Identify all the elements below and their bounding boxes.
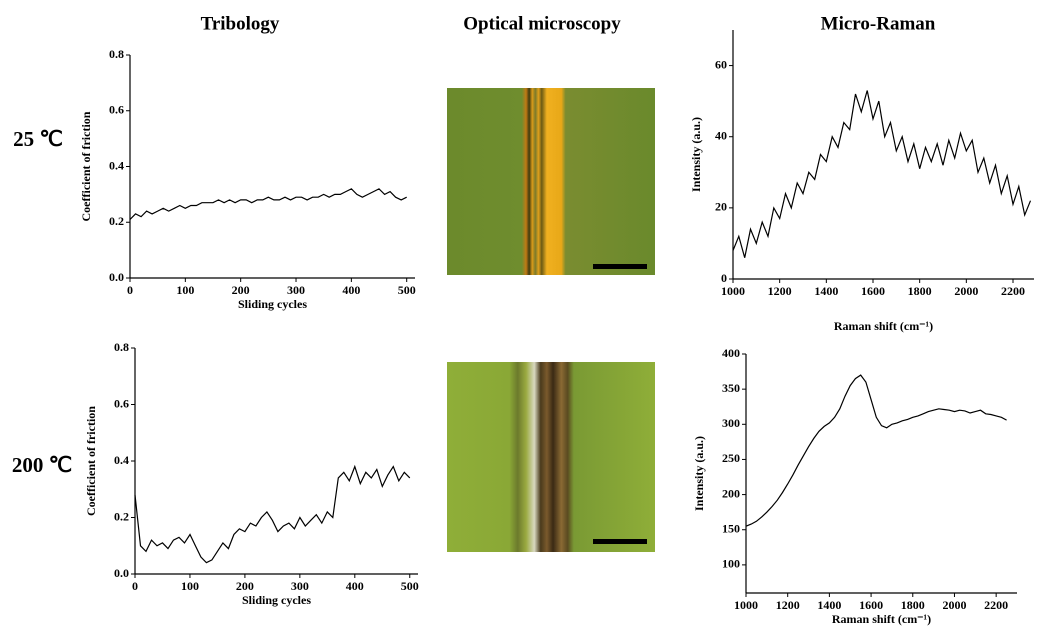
y-tick-label: 40: [715, 128, 727, 142]
x-tick-label: 2200: [1001, 284, 1025, 298]
y-tick-label: 0: [721, 271, 727, 285]
x-tick-label: 2000: [954, 284, 978, 298]
x-tick-label: 0: [127, 283, 133, 297]
x-tick-label: 2000: [942, 598, 966, 612]
x-tick-label: 1400: [814, 284, 838, 298]
x-tick-label: 200: [236, 579, 254, 593]
y-tick-label: 300: [722, 416, 740, 430]
x-tick-label: 0: [132, 579, 138, 593]
x-axis-label: Sliding cycles: [238, 297, 307, 311]
micrograph-25: [447, 88, 655, 275]
x-tick-label: 1800: [908, 284, 932, 298]
y-tick-label: 20: [715, 200, 727, 214]
y-axis-label: Intensity (a.u.): [689, 117, 703, 192]
y-tick-label: 0.4: [109, 158, 124, 172]
column-header: Optical microscopy: [463, 13, 621, 34]
y-tick-label: 100: [722, 557, 740, 571]
y-tick-label: 200: [722, 486, 740, 500]
scale-bar: [593, 539, 647, 544]
micrograph-200: [447, 362, 655, 552]
data-line: [129, 188, 407, 220]
x-tick-label: 1000: [734, 598, 758, 612]
y-tick-label: 0.2: [114, 509, 129, 523]
data-line: [732, 90, 1032, 258]
y-tick-label: 0.8: [114, 340, 129, 354]
x-tick-label: 300: [291, 579, 309, 593]
row-label: 200 ℃: [12, 453, 72, 477]
data-line: [134, 464, 411, 564]
x-tick-label: 1800: [901, 598, 925, 612]
x-tick-label: 1600: [861, 284, 885, 298]
y-axis-label: Coefficient of friction: [79, 111, 93, 221]
y-tick-label: 150: [722, 521, 740, 535]
y-tick-label: 350: [722, 381, 740, 395]
column-header: Micro-Raman: [821, 13, 936, 34]
x-tick-label: 1200: [768, 284, 792, 298]
y-tick-label: 250: [722, 451, 740, 465]
y-axis-label: Coefficient of friction: [84, 406, 98, 516]
x-tick-label: 1400: [817, 598, 841, 612]
y-tick-label: 0.6: [114, 396, 129, 410]
y-tick-label: 0.6: [109, 103, 124, 117]
x-axis-label: Raman shift (cm⁻¹): [834, 319, 933, 333]
y-tick-label: 60: [715, 57, 727, 71]
y-tick-label: 0.2: [109, 214, 124, 228]
x-tick-label: 500: [401, 579, 419, 593]
x-tick-label: 500: [398, 283, 416, 297]
x-tick-label: 2200: [984, 598, 1008, 612]
row-label: 25 ℃: [13, 127, 63, 151]
y-tick-label: 400: [722, 346, 740, 360]
x-tick-label: 400: [342, 283, 360, 297]
x-tick-label: 100: [181, 579, 199, 593]
y-tick-label: 0.8: [109, 47, 124, 61]
x-tick-label: 1600: [859, 598, 883, 612]
x-tick-label: 400: [346, 579, 364, 593]
y-tick-label: 0.4: [114, 453, 129, 467]
x-tick-label: 100: [176, 283, 194, 297]
x-tick-label: 300: [287, 283, 305, 297]
x-tick-label: 1200: [776, 598, 800, 612]
y-axis-label: Intensity (a.u.): [692, 436, 706, 511]
x-axis-label: Sliding cycles: [242, 593, 311, 607]
scale-bar: [593, 264, 647, 269]
y-tick-label: 0.0: [114, 566, 129, 580]
x-tick-label: 200: [232, 283, 250, 297]
data-line: [745, 374, 1007, 527]
x-axis-label: Raman shift (cm⁻¹): [832, 612, 931, 626]
column-header: Tribology: [201, 13, 280, 34]
x-tick-label: 1000: [721, 284, 745, 298]
y-tick-label: 0.0: [109, 270, 124, 284]
